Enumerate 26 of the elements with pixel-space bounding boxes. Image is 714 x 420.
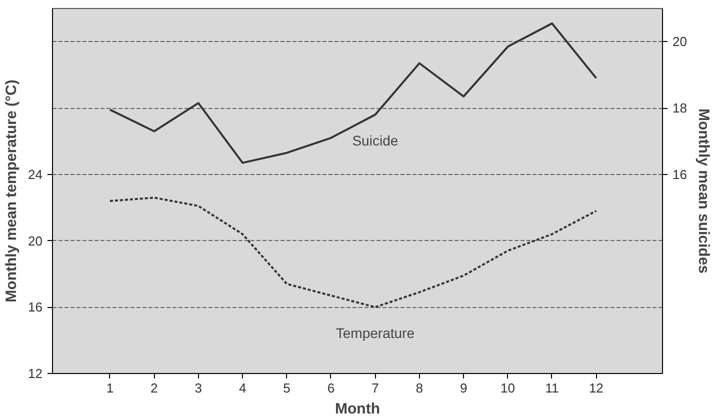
y2-tick-label: 20	[672, 34, 687, 50]
y-axis-title: Monthly mean temperature (°C)	[3, 80, 20, 302]
x-tick-label: 5	[283, 380, 290, 396]
series-label: Suicide	[352, 132, 398, 149]
x-axis-title: Month	[335, 400, 380, 418]
y-tick-label: 16	[28, 300, 43, 315]
x-tick-label: 4	[238, 380, 246, 396]
y-tick-label: 20	[28, 233, 43, 248]
series-label: Temperature	[336, 325, 415, 342]
x-tick-label: 10	[500, 380, 516, 396]
y2-tick-label: 18	[672, 100, 687, 116]
line-series	[108, 22, 598, 164]
x-tick-label: 11	[545, 380, 559, 396]
x-tick-label: 2	[150, 380, 158, 396]
x-tick-label: 1	[106, 380, 114, 396]
x-tick-label: 6	[327, 380, 335, 396]
y2-axis-title: Monthly mean suicides	[694, 108, 712, 274]
x-tick-label: 7	[372, 380, 379, 396]
y-tick-label: 24	[28, 166, 43, 182]
x-tick-label: 9	[460, 380, 468, 396]
x-tick-label: 3	[194, 380, 202, 396]
y2-tick-label: 16	[672, 166, 687, 182]
line-series	[108, 196, 598, 308]
y-tick-label: 12	[28, 366, 43, 381]
x-tick-label: 8	[416, 380, 424, 396]
x-tick-label: 12	[588, 380, 604, 396]
